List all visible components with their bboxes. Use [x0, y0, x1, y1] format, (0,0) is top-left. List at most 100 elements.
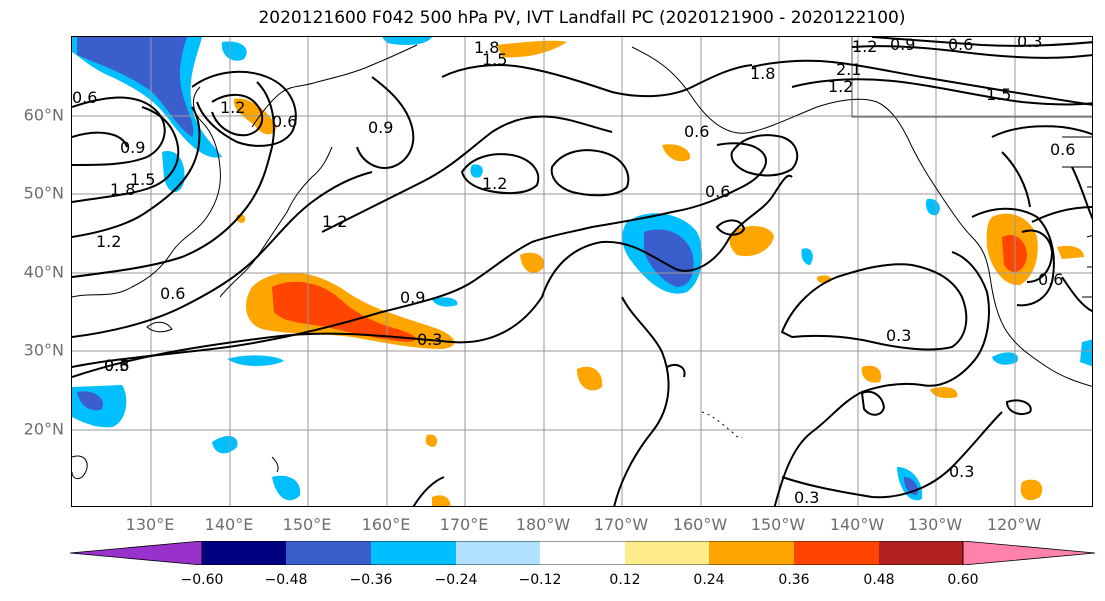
- positive-pv-region: [662, 144, 691, 162]
- positive-pv-region: [425, 434, 438, 447]
- negative-pv-region: [382, 37, 432, 45]
- colorbar-tick-label: −0.24: [434, 572, 478, 588]
- colorbar-extend-high: [962, 541, 1096, 565]
- negative-pv-region: [1080, 339, 1092, 367]
- positive-pv-region: [1057, 245, 1084, 259]
- contour-label: 1.8: [110, 180, 135, 199]
- colorbar-bin: [794, 541, 879, 565]
- contour-label: 0.6: [160, 284, 185, 303]
- longitude-label: 180°W: [515, 515, 571, 534]
- negative-pv-region: [212, 435, 238, 454]
- contour-label: 0.3: [794, 488, 819, 507]
- contour-label: 1.2: [96, 232, 121, 251]
- positive-pv-region: [520, 252, 545, 273]
- contour-label: 1.2: [220, 98, 245, 117]
- contour-label: 0.3: [417, 330, 442, 349]
- contour-label: 0.3: [949, 462, 974, 481]
- positive-pv-region: [577, 366, 603, 391]
- negative-pv-region: [926, 198, 940, 216]
- colorbar-tick-label: 0.36: [778, 572, 810, 588]
- negative-pv-region: [227, 355, 284, 366]
- contour-label: 0.6: [1050, 140, 1075, 159]
- colorbar-tick-label: 0.24: [693, 572, 725, 588]
- latitude-label: 30°N: [23, 340, 64, 360]
- longitude-label: 130°E: [125, 515, 175, 534]
- longitude-label: 170°E: [439, 515, 489, 534]
- contour-label: 0.6: [1038, 270, 1063, 289]
- colorbar: [70, 541, 1096, 565]
- positive-pv-region: [861, 365, 882, 383]
- longitude-label: 150°E: [282, 515, 332, 534]
- contour-label: 1.2: [828, 77, 853, 96]
- positive-pv-region: [1020, 479, 1043, 501]
- contour-label: 0.6: [72, 88, 97, 107]
- pv-shading: [72, 37, 1092, 506]
- colorbar-bin: [456, 541, 540, 565]
- colorbar-bin: [286, 541, 371, 565]
- colorbar-tick-label: 0.48: [863, 572, 895, 588]
- longitude-label: 160°E: [361, 515, 411, 534]
- longitude-label: 160°W: [672, 515, 728, 534]
- graticule: [72, 37, 1092, 506]
- latitude-label: 20°N: [23, 419, 64, 439]
- latitude-label: 40°N: [23, 262, 64, 282]
- negative-pv-region: [272, 475, 301, 501]
- colorbar-bin: [540, 541, 625, 565]
- contour-label: 0.6: [705, 182, 730, 201]
- contour-labels: 1.8 1.5 1.2 0.6 0.9 0.3 1.8 2.1 1.2 1.5 …: [72, 37, 1075, 507]
- contour-label: 0.6: [684, 122, 709, 141]
- colorbar-bin: [625, 541, 709, 565]
- contour-label: 0.9: [400, 288, 425, 307]
- contour-label: 1.2: [322, 212, 347, 231]
- contour-label: 0.3: [104, 356, 129, 375]
- colorbar-bin: [709, 541, 794, 565]
- contour-label: 1.5: [482, 50, 507, 69]
- negative-pv-region: [801, 248, 813, 265]
- contour-label: 1.2: [852, 37, 877, 56]
- positive-pv-region: [930, 387, 958, 399]
- latitude-label: 50°N: [23, 183, 64, 203]
- colorbar-bin: [879, 541, 963, 565]
- colorbar-extend-low: [70, 541, 203, 565]
- contour-label: 0.9: [120, 138, 145, 157]
- pv-contours: [72, 37, 1092, 506]
- contour-label: 0.9: [368, 118, 393, 137]
- colorbar-bin: [202, 541, 286, 565]
- negative-pv-region: [432, 297, 458, 307]
- colorbar-tick-label: −0.36: [349, 572, 393, 588]
- map-canvas: 1.8 1.5 1.2 0.6 0.9 0.3 1.8 2.1 1.2 1.5 …: [72, 37, 1092, 507]
- contour-label: 0.6: [104, 356, 129, 375]
- contour-label: 1.5: [986, 85, 1011, 104]
- contour-label: 1.8: [474, 38, 499, 57]
- contour-label: 1.5: [130, 170, 155, 189]
- contour-label: 1.8: [750, 64, 775, 83]
- contour-label: 0.3: [1017, 37, 1042, 51]
- colorbar-tick-label: −0.48: [264, 572, 308, 588]
- map-title: 2020121600 F042 500 hPa PV, IVT Landfall…: [258, 8, 906, 28]
- colorbar-tick-label: −0.12: [518, 572, 562, 588]
- colorbar-tick-label: 0.12: [609, 572, 641, 588]
- longitude-label: 140°E: [204, 515, 254, 534]
- colorbar-tick-label: −0.60: [180, 572, 224, 588]
- negative-pv-region: [470, 164, 483, 178]
- negative-pv-core: [77, 37, 194, 137]
- longitude-label: 130°W: [907, 515, 963, 534]
- longitude-label: 120°W: [986, 515, 1042, 534]
- map-panel: 1.8 1.5 1.2 0.6 0.9 0.3 1.8 2.1 1.2 1.5 …: [71, 36, 1093, 507]
- contour-label: 0.3: [886, 326, 911, 345]
- latitude-label: 60°N: [23, 105, 64, 125]
- colorbar-bin: [371, 541, 456, 565]
- longitude-label: 140°W: [829, 515, 885, 534]
- negative-pv-region: [992, 352, 1018, 365]
- positive-pv-region: [432, 495, 451, 506]
- positive-pv-region: [816, 275, 832, 284]
- longitude-label: 150°W: [750, 515, 806, 534]
- contour-label: 0.6: [948, 37, 973, 54]
- longitude-label: 170°W: [593, 515, 649, 534]
- contour-label: 0.9: [890, 37, 915, 54]
- negative-pv-region: [221, 41, 247, 61]
- contour-label: 2.1: [836, 60, 861, 79]
- colorbar-tick-label: 0.60: [947, 572, 979, 588]
- negative-pv-core: [77, 391, 103, 411]
- positive-pv-region: [497, 40, 567, 58]
